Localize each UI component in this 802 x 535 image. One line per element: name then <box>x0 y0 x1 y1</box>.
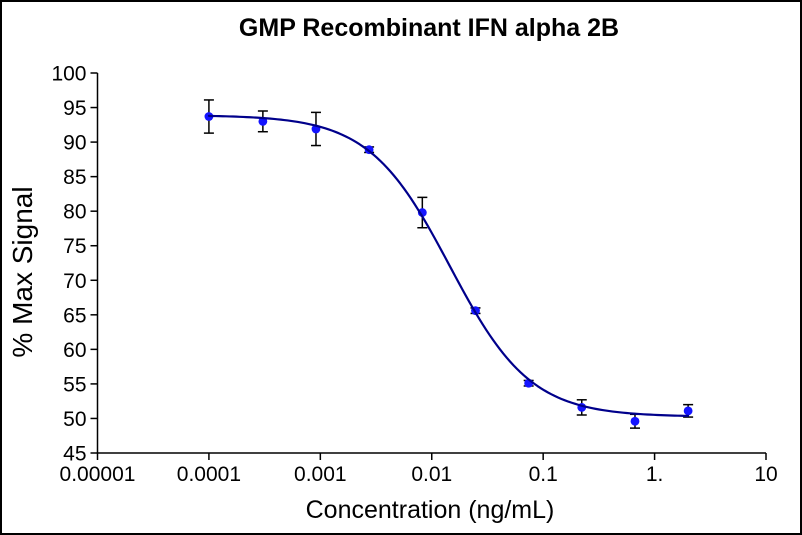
x-tick-label: 0.001 <box>294 463 347 486</box>
y-tick-label: 50 <box>63 408 86 431</box>
y-tick-label: 80 <box>63 201 86 224</box>
x-axis-title: Concentration (ng/mL) <box>306 496 555 524</box>
x-tick-label: 1. <box>646 463 664 486</box>
plot-area: 45 50 55 60 65 70 75 80 85 90 95 100 0.00001 0.0001 0.… <box>51 63 777 487</box>
y-axis-title: % Max Signal <box>7 186 38 357</box>
x-tick-label: 10 <box>754 463 777 486</box>
y-tick-label: 85 <box>63 166 86 189</box>
y-tick-label: 45 <box>63 443 86 466</box>
x-tick-label: 0.00001 <box>60 463 136 486</box>
y-tick-label: 75 <box>63 235 86 258</box>
x-tick-label: 0.01 <box>411 463 452 486</box>
y-tick-label: 95 <box>63 97 86 120</box>
x-tick-label: 0.0001 <box>177 463 241 486</box>
y-tick-label: 90 <box>63 132 86 155</box>
data-point <box>630 416 640 426</box>
y-tick-label: 60 <box>63 339 86 362</box>
y-tick-label: 65 <box>63 304 86 327</box>
chart-title: GMP Recombinant IFN alpha 2B <box>239 14 619 42</box>
data-point <box>683 406 693 416</box>
y-tick-label: 55 <box>63 373 86 396</box>
x-tick-label: 0.1 <box>529 463 558 486</box>
fit-curve <box>207 114 690 418</box>
y-tick-label: 70 <box>63 270 86 293</box>
y-tick-label: 100 <box>51 63 86 86</box>
